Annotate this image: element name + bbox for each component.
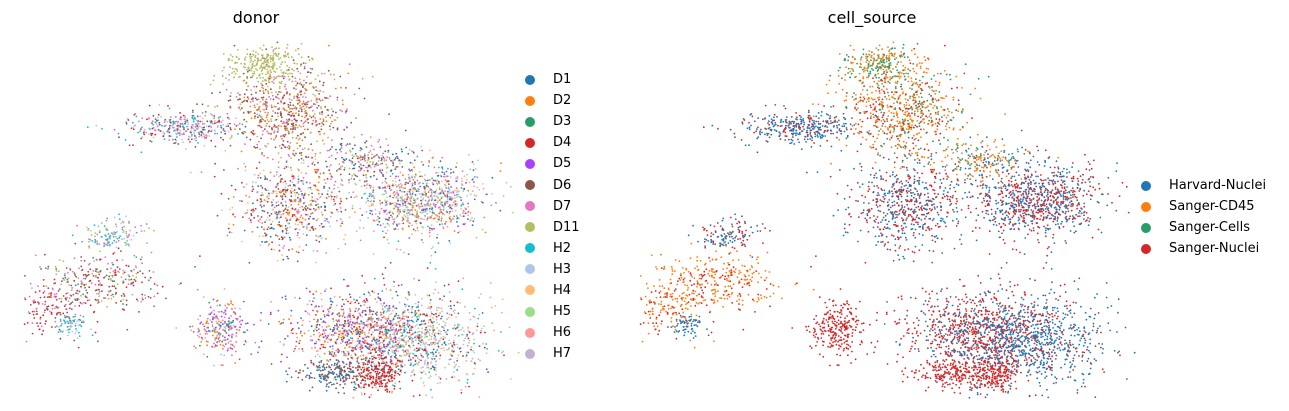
legend-label: H7 [553,346,572,362]
legend-marker [525,327,535,338]
legend-item: D6 [525,174,580,195]
legend-marker [1141,201,1151,212]
legend-label: H4 [553,282,572,298]
legend-label: D1 [553,72,572,88]
legend-marker [525,243,535,254]
legend-item: D2 [525,90,580,111]
legend-label: H3 [553,261,572,277]
legend-item: H2 [525,238,580,259]
panel-title-cell-source: cell_source [827,8,917,27]
legend-marker [525,201,535,212]
legend-marker [525,116,535,127]
legend-marker [525,180,535,191]
legend-marker [525,285,535,296]
legend-marker [1141,222,1151,233]
legend-marker [525,95,535,106]
legend-marker [525,306,535,317]
legend-item: H4 [525,280,580,301]
legend-item: D1 [525,69,580,90]
legend-cell-source: Harvard-Nuclei Sanger-CD45 Sanger-Cells San… [1141,175,1266,259]
legend-marker [525,137,535,148]
legend-label: H5 [553,304,572,320]
legend-marker [1141,180,1151,191]
legend-label: D4 [553,135,572,151]
legend-item: D3 [525,111,580,132]
legend-marker [525,348,535,359]
legend-marker [1141,243,1151,254]
legend-item: D4 [525,132,580,153]
legend-label: H6 [553,325,572,341]
legend-marker [525,74,535,85]
legend-item: Sanger-Nuclei [1141,238,1266,259]
panel-title-donor: donor [232,8,280,27]
legend-item: Sanger-Cells [1141,217,1266,238]
legend-marker [525,158,535,169]
legend-item: H7 [525,343,580,364]
umap-plot-cell-source [639,41,1136,399]
legend-marker [525,264,535,275]
legend-label: D2 [553,93,572,109]
legend-label: Sanger-Nuclei [1169,241,1260,257]
legend-item: H6 [525,322,580,343]
legend-label: D11 [553,219,580,235]
legend-label: H2 [553,240,572,256]
legend-item: H3 [525,259,580,280]
legend-item: Harvard-Nuclei [1141,175,1266,196]
legend-label: D3 [553,114,572,130]
legend-label: D7 [553,198,572,214]
legend-label: Harvard-Nuclei [1169,178,1267,194]
legend-item: D5 [525,153,580,174]
legend-label: D5 [553,156,572,172]
legend-label: Sanger-Cells [1169,220,1250,236]
legend-item: D11 [525,217,580,238]
legend-item: D7 [525,196,580,217]
umap-plot-donor [23,41,520,399]
legend-marker [525,222,535,233]
legend-label: D6 [553,177,572,193]
legend-item: Sanger-CD45 [1141,196,1266,217]
legend-label: Sanger-CD45 [1169,199,1255,215]
legend-donor: D1 D2 D3 D4 D5 D6 D7 D11 H2 H3 H4 H5 H6 H7 [525,69,580,364]
legend-item: H5 [525,301,580,322]
